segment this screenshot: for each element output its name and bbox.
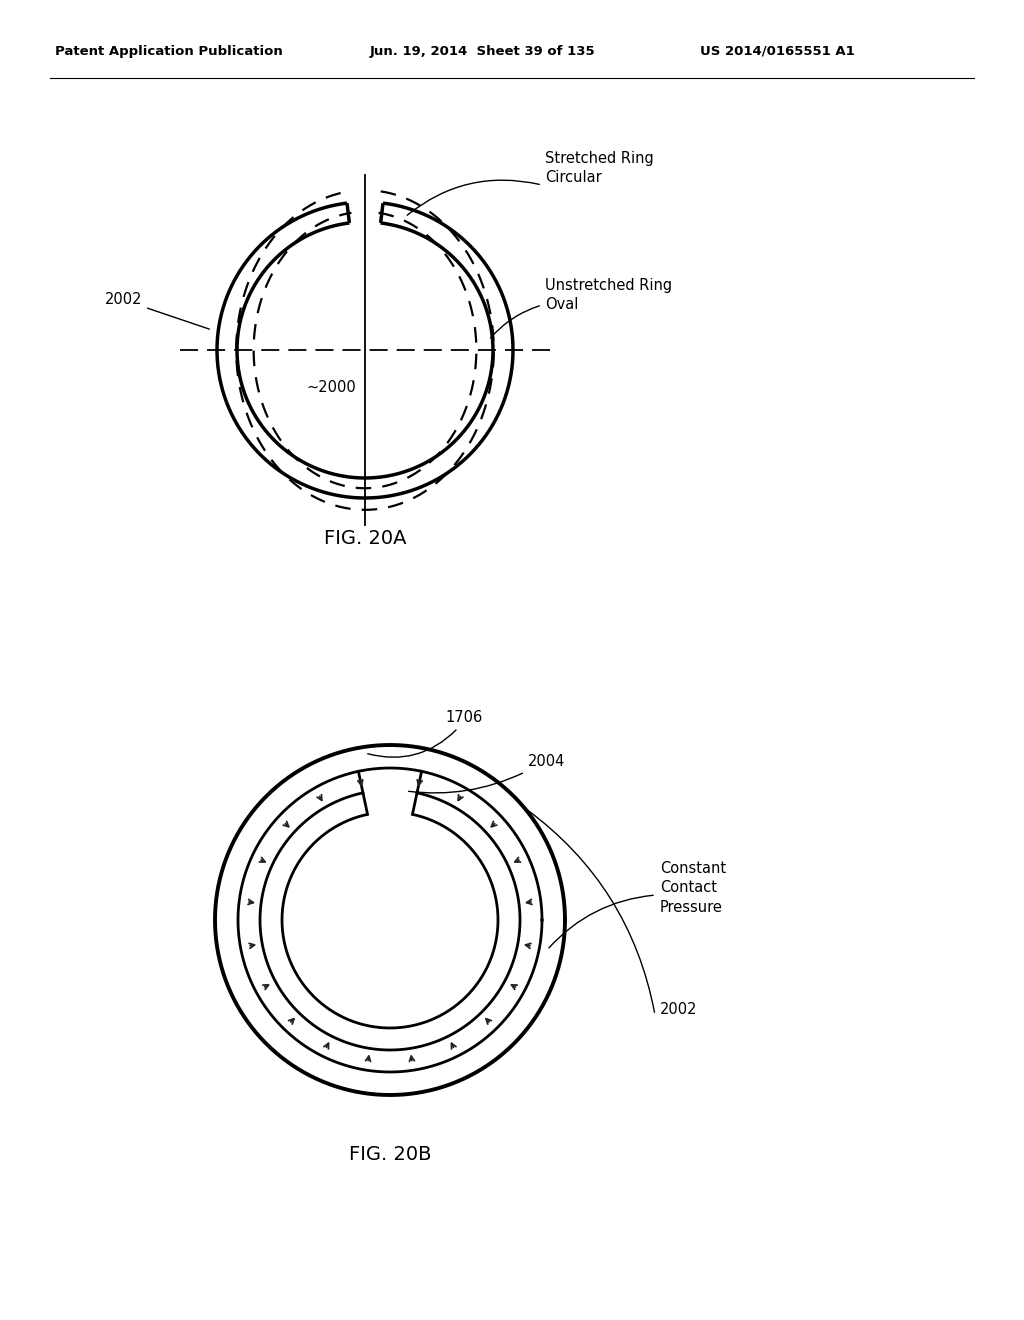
Text: ~2000: ~2000 — [307, 380, 356, 395]
Text: FIG. 20B: FIG. 20B — [349, 1146, 431, 1164]
Text: Unstretched Ring
Oval: Unstretched Ring Oval — [545, 277, 672, 313]
Text: 2002: 2002 — [104, 293, 209, 329]
Text: Patent Application Publication: Patent Application Publication — [55, 45, 283, 58]
Text: FIG. 20A: FIG. 20A — [324, 528, 407, 548]
Text: Jun. 19, 2014  Sheet 39 of 135: Jun. 19, 2014 Sheet 39 of 135 — [370, 45, 596, 58]
Text: 2002: 2002 — [660, 1002, 697, 1018]
Text: 1706: 1706 — [445, 710, 482, 726]
Text: US 2014/0165551 A1: US 2014/0165551 A1 — [700, 45, 855, 58]
Text: 2004: 2004 — [528, 755, 565, 770]
Text: Constant
Contact
Pressure: Constant Contact Pressure — [660, 861, 726, 915]
Text: Stretched Ring
Circular: Stretched Ring Circular — [545, 150, 653, 185]
